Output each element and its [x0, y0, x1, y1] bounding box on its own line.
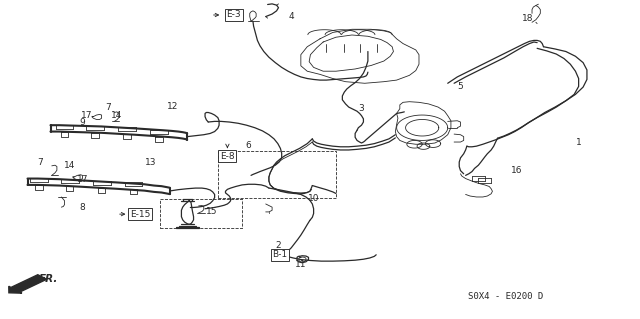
Text: 6: 6: [246, 141, 252, 150]
Text: 17: 17: [77, 175, 88, 184]
Text: 7: 7: [37, 158, 43, 167]
FancyArrow shape: [9, 275, 47, 293]
Text: S0X4 - E0200 D: S0X4 - E0200 D: [468, 292, 543, 301]
Text: 11: 11: [295, 260, 307, 270]
Text: 14: 14: [111, 111, 123, 120]
Text: 5: 5: [458, 82, 463, 91]
Text: 10: 10: [308, 194, 319, 203]
Text: 13: 13: [145, 158, 157, 167]
Text: 14: 14: [64, 161, 76, 170]
Text: 15: 15: [205, 207, 217, 216]
Text: 12: 12: [168, 102, 179, 111]
Text: 16: 16: [511, 166, 522, 175]
Text: 17: 17: [81, 111, 93, 120]
Text: FR.: FR.: [39, 274, 58, 284]
Text: 1: 1: [576, 137, 582, 146]
Text: E-15: E-15: [130, 210, 150, 219]
Text: 9: 9: [79, 118, 84, 128]
Text: 7: 7: [105, 103, 111, 112]
Text: 8: 8: [79, 203, 85, 211]
Text: 2: 2: [276, 241, 282, 250]
Text: 4: 4: [289, 12, 294, 21]
Text: 3: 3: [358, 104, 364, 113]
Text: 18: 18: [522, 14, 533, 23]
Text: E-3: E-3: [227, 11, 241, 19]
Text: E-8: E-8: [220, 152, 235, 161]
Text: B-1: B-1: [272, 250, 287, 259]
